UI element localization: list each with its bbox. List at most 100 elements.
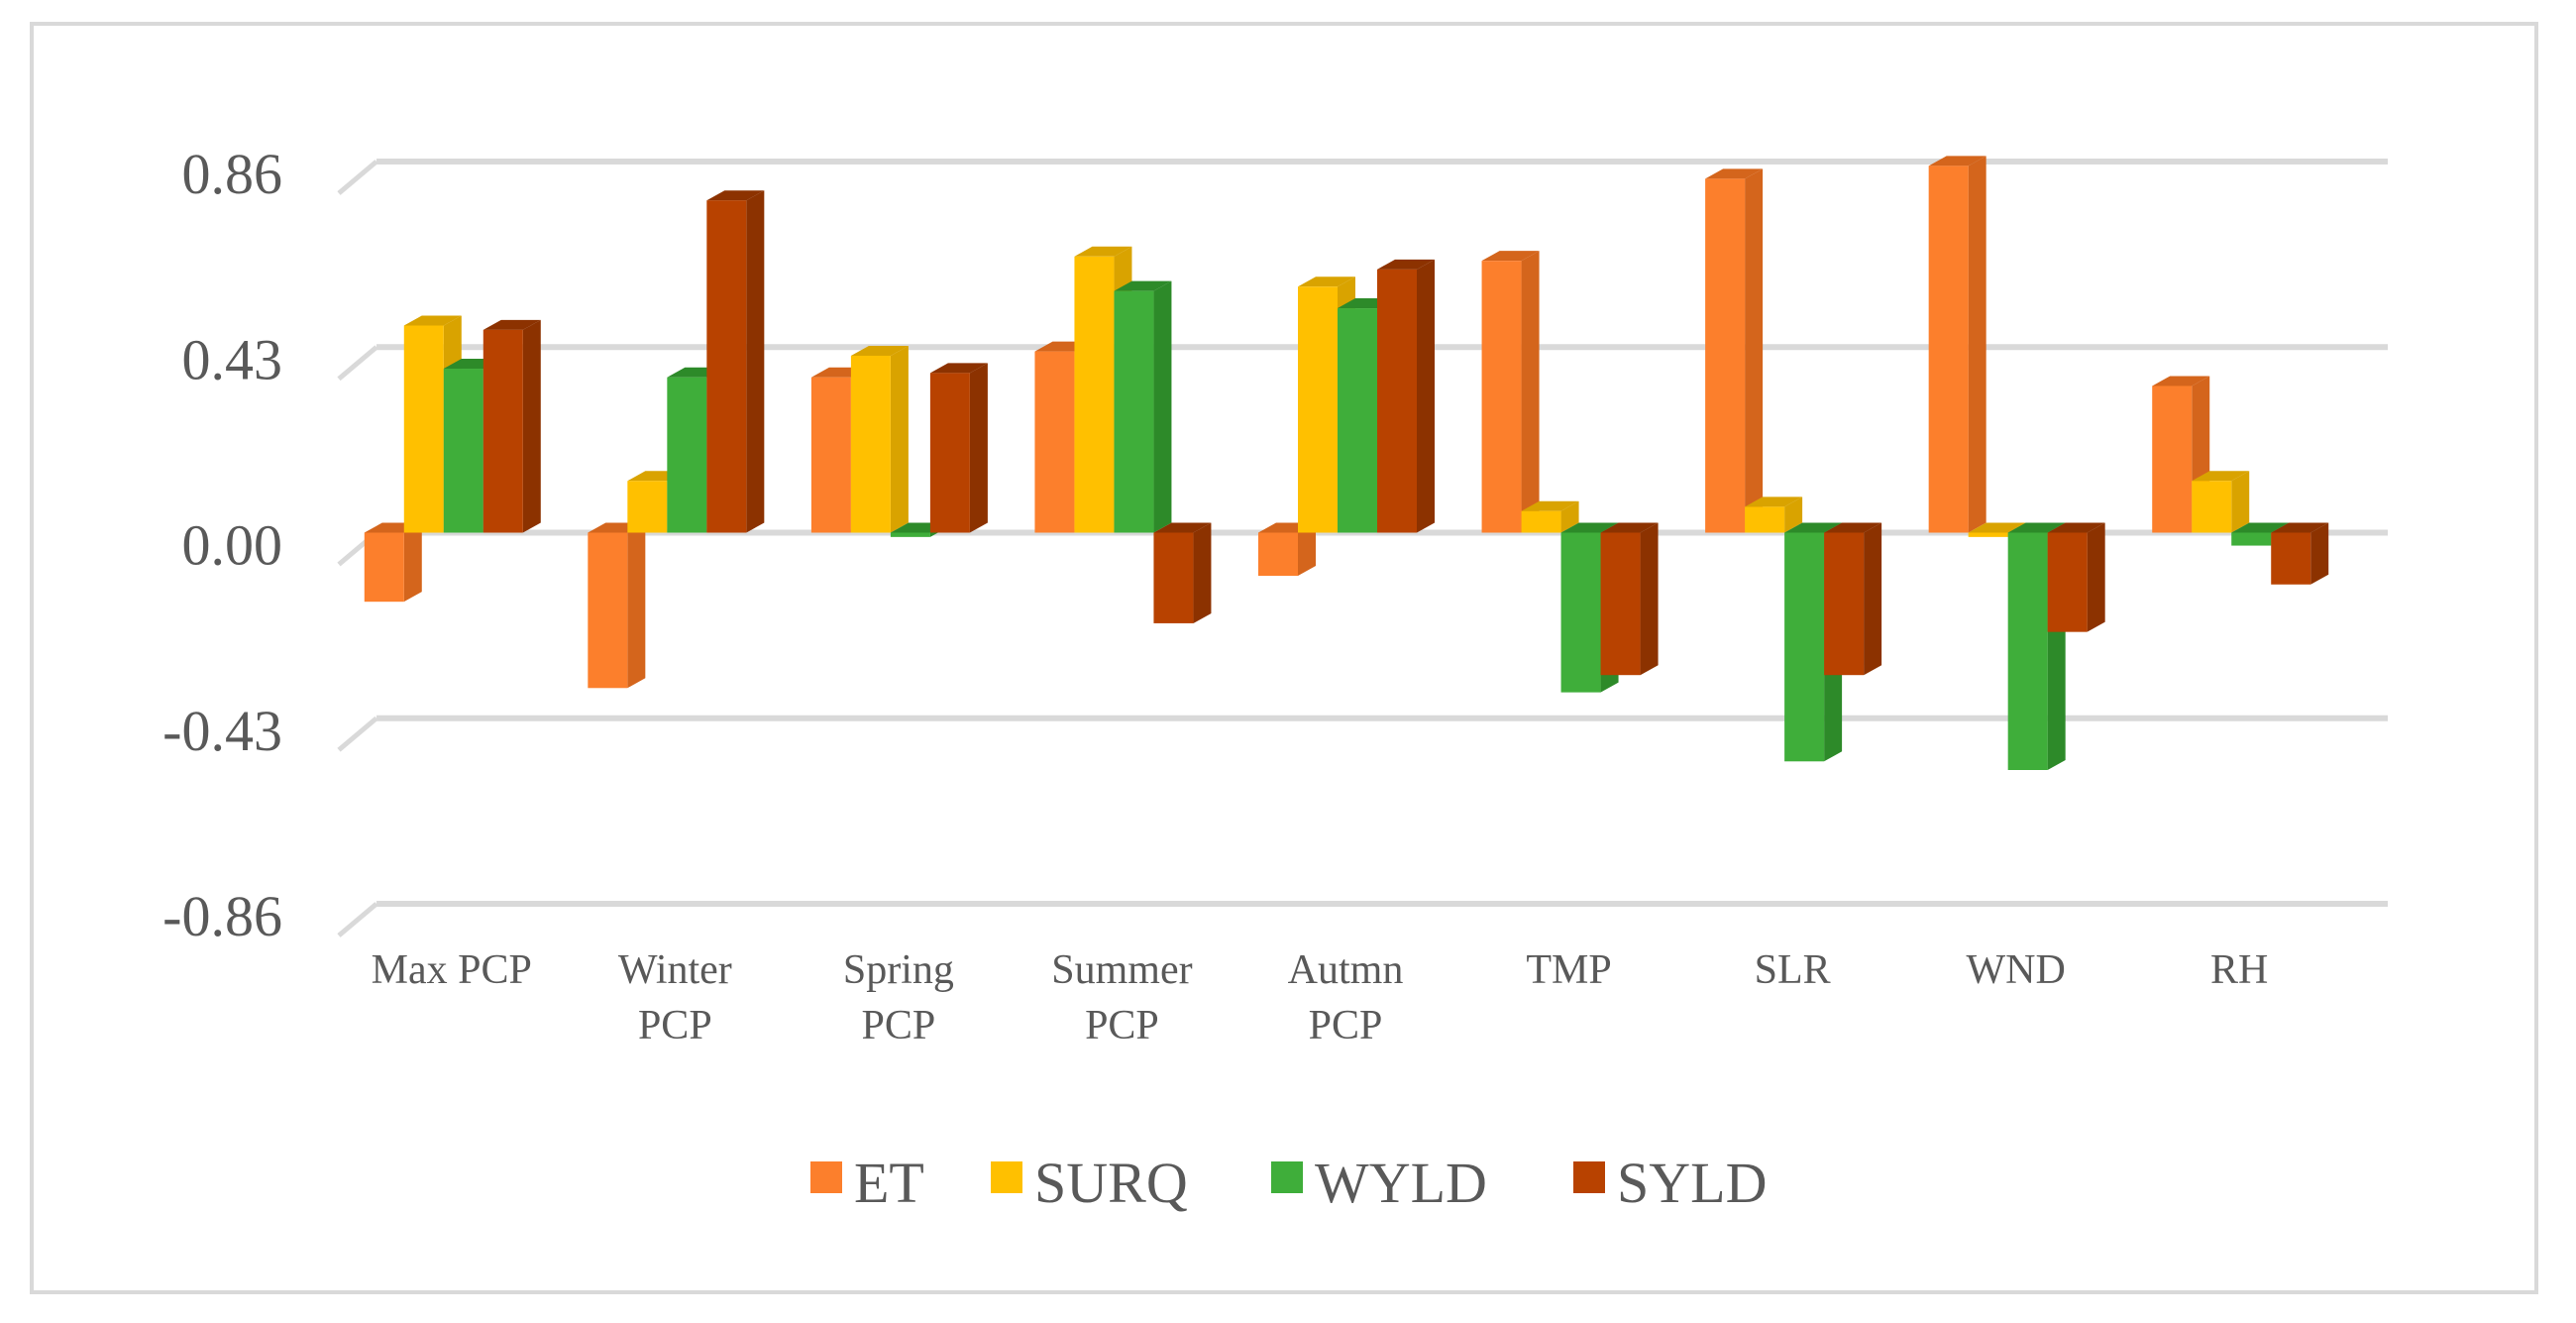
bar-side [1521,251,1540,533]
bar-group [2152,376,2329,585]
bar-top [850,345,909,356]
x-tick-label-line: RH [2210,947,2268,993]
x-tick-label-line: PCP [1309,1003,1383,1048]
bar-side [522,319,541,533]
legend-item-et: ET [810,1151,924,1215]
legend-item-wyld: WYLD [1271,1151,1487,1215]
bar-syld [2271,522,2329,585]
x-tick-label: Winter PCP [618,947,732,1048]
y-tick-label: -0.86 [162,884,282,948]
bar-top [1377,259,1435,270]
x-tick-label-line: Winter [618,947,732,993]
bar-front [890,532,930,537]
bar-side [1968,156,1986,533]
x-axis: Max PCP Winter PCP Spring PCP Summer PCP Autmn P… [372,947,2269,1048]
bar-front [1481,261,1522,533]
bar-side [1153,280,1172,533]
legend-swatch [1573,1161,1605,1193]
bar-et [1705,168,1764,533]
bar-et [364,522,422,603]
legend-label: WYLD [1315,1151,1487,1215]
x-tick-label: TMP [1526,947,1611,993]
x-tick-label: RH [2210,947,2268,993]
x-tick-label-line: PCP [1085,1003,1159,1048]
bar-syld [1824,522,1882,676]
bar-side [2087,522,2105,632]
bar-front [1745,506,1785,533]
x-tick-label-line: Spring [843,947,954,993]
bar-side [627,522,646,689]
chart-frame [30,22,2538,1294]
bar-side [2310,522,2329,585]
bar-front [1784,532,1825,762]
x-tick-label: Spring PCP [843,947,954,1048]
legend-label: SURQ [1034,1151,1188,1215]
bar-side [1784,496,1803,533]
bars [364,156,2329,771]
bar-top [706,190,765,201]
bar-front [2047,532,2088,632]
x-tick-label: WND [1967,947,2066,993]
bar-front [403,325,444,533]
x-tick-label-line: Autmn [1288,947,1404,993]
bar-front [364,532,404,603]
bar-front [1153,532,1194,623]
bar-top [1600,522,1659,533]
bar-surq [850,345,909,533]
bar-front [2007,532,2048,771]
bar-front [2192,481,2232,533]
y-tick-label: -0.43 [162,699,282,763]
bar-top [1928,156,1986,166]
y-tick-label: 0.00 [182,513,283,578]
bar-top [2047,522,2105,533]
bar-surq [2192,471,2250,533]
legend-swatch [1271,1161,1303,1193]
bar-group [1928,156,2105,771]
gridline-connector [337,160,378,195]
x-tick-label-line: Max PCP [372,947,532,993]
x-tick-label-line: WND [1967,947,2066,993]
bar-et [1481,251,1540,533]
bar-top [929,363,988,374]
bar-side [1193,522,1212,623]
bar-top [2231,522,2290,533]
bar-side [1640,522,1659,676]
bar-front [2152,386,2193,533]
legend-item-surq: SURQ [991,1151,1188,1215]
bar-top [1824,522,1882,533]
bar-front [1600,532,1641,676]
gridline-connector [337,345,378,382]
bar-front [667,377,707,533]
bar-front [1377,269,1417,533]
bar-top [1074,246,1132,257]
gridline-connector [337,716,378,752]
bar-front [706,200,747,533]
x-tick-label: Summer PCP [1051,947,1192,1048]
legend-item-syld: SYLD [1573,1151,1767,1215]
x-tick-label: Autmn PCP [1288,947,1404,1048]
y-axis: 0.86 0.43 0.00 -0.43 -0.86 [162,142,282,948]
bar-front [2271,532,2311,585]
legend-swatch [991,1161,1022,1193]
bar-top [1298,276,1355,287]
bar-front [1258,532,1298,577]
bar-group [810,345,988,537]
bar-top [483,319,541,330]
bar-top [2152,376,2210,386]
bar-front [1521,510,1561,533]
bar-top [1114,280,1172,291]
legend: ET SURQ WYLD SYLD [810,1151,1767,1215]
bar-front [1560,532,1601,693]
bar-top [1481,251,1540,262]
bar-front [1298,286,1338,533]
x-tick-label-line: TMP [1526,947,1611,993]
bar-front [443,369,483,533]
bar-syld [706,190,765,533]
bar-side [1864,522,1882,676]
bar-front [929,373,970,533]
x-tick-label: Max PCP [372,947,532,993]
bar-syld [1153,522,1212,623]
bar-top [1521,500,1579,511]
gridline-connector [337,902,378,937]
